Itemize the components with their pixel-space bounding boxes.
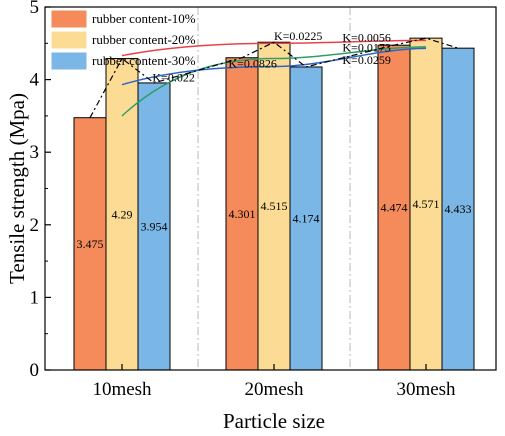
bar-0-1 [105, 58, 139, 371]
bar-value-label-0-2: 3.954 [141, 219, 168, 233]
slope-annotation-4: K=0.0259 [342, 53, 390, 67]
x-axis-title: Particle size [223, 409, 325, 433]
bar-value-label-2-1: 4.571 [413, 197, 440, 211]
y-tick-label-1: 1 [30, 287, 40, 308]
slope-annotation-1: K=0.0056 [342, 30, 390, 44]
x-tick-label-1: 20mesh [244, 379, 304, 400]
y-tick-label-2: 2 [30, 215, 40, 236]
bar-value-label-1-0: 4.301 [229, 207, 256, 221]
bar-value-label-1-1: 4.515 [261, 199, 288, 213]
slope-annotation-3: K=0.0826 [228, 57, 276, 71]
x-tick-label-2: 30mesh [396, 379, 456, 400]
legend-swatch-1 [51, 31, 87, 49]
legend-label-2: rubber content-30% [92, 53, 196, 68]
legend-swatch-0 [51, 10, 87, 28]
bar-0-2 [137, 82, 171, 371]
y-tick-label-0: 0 [30, 360, 40, 381]
y-axis-title: Tensile strength (Mpa) [5, 93, 29, 284]
trend-line-1 [121, 46, 427, 117]
slope-annotation-0: K=0.0225 [274, 29, 322, 43]
bar-top-connector-line [89, 37, 459, 119]
bar-2-1 [409, 37, 443, 371]
bar-value-label-0-0: 3.475 [77, 237, 104, 251]
bar-value-label-1-2: 4.174 [293, 211, 320, 225]
legend-label-0: rubber content-10% [92, 11, 196, 26]
trend-line-2 [121, 47, 427, 86]
y-tick-label-4: 4 [30, 70, 40, 91]
legend-label-1: rubber content-20% [92, 32, 196, 47]
x-tick-label-0: 10mesh [92, 379, 152, 400]
bar-value-label-2-0: 4.474 [381, 201, 408, 215]
slope-annotation-2: K=0.0173 [342, 41, 390, 55]
legend-swatch-2 [51, 52, 87, 70]
bar-value-label-0-1: 4.29 [112, 207, 133, 221]
y-tick-label-3: 3 [30, 142, 40, 163]
slope-annotation-5: K=0.022 [152, 70, 194, 84]
trend-line-0 [121, 39, 427, 57]
bar-1-0 [225, 57, 259, 371]
bar-1-2 [289, 66, 323, 371]
bar-value-label-2-2: 4.433 [445, 202, 472, 216]
bar-2-2 [441, 47, 475, 371]
y-tick-label-5: 5 [30, 0, 40, 18]
